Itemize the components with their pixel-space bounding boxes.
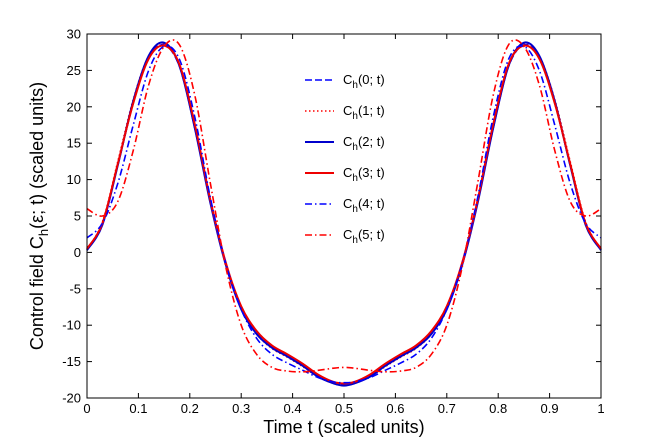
y-tick-label: 5 xyxy=(74,209,81,224)
y-tick-label: 25 xyxy=(67,63,81,78)
y-axis-title-subscript: h xyxy=(36,229,51,236)
x-tick-label: 1 xyxy=(597,401,604,416)
legend-label-5: Ch(5; t) xyxy=(343,227,385,246)
legend-label-1: Ch(1; t) xyxy=(343,103,385,122)
x-tick-label: 0.8 xyxy=(489,401,507,416)
series-line-2 xyxy=(86,41,602,387)
series-line-4 xyxy=(86,45,602,384)
y-tick-label: 30 xyxy=(67,27,81,42)
legend-label-0: Ch(0; t) xyxy=(343,72,385,91)
x-tick-label: 0.1 xyxy=(129,401,147,416)
y-tick-label: -5 xyxy=(69,281,81,296)
y-axis-title-rest: (ε; t) (scaled units) xyxy=(27,82,47,229)
x-axis-title: Time t (scaled units) xyxy=(263,417,424,437)
y-tick-label: -10 xyxy=(62,318,81,333)
series-line-1 xyxy=(86,42,602,386)
y-tick-label: 15 xyxy=(67,136,81,151)
x-tick-label: 0.3 xyxy=(232,401,250,416)
y-tick-label: 20 xyxy=(67,99,81,114)
x-tick-label: 0.6 xyxy=(386,401,404,416)
x-tick-label: 0.2 xyxy=(181,401,199,416)
x-tick-label: 0 xyxy=(83,401,90,416)
y-tick-label: 10 xyxy=(67,172,81,187)
y-tick-label: -15 xyxy=(62,354,81,369)
legend-label-3: Ch(3; t) xyxy=(343,165,385,184)
legend: Ch(0; t) Ch(1; t) Ch(2; t) Ch(3; t) Ch(4; t)… xyxy=(305,72,385,246)
plot-frame xyxy=(86,33,602,399)
x-tick-label: 0.5 xyxy=(335,401,353,416)
legend-label-2: Ch(2; t) xyxy=(343,134,385,153)
x-tick-label: 0.4 xyxy=(284,401,302,416)
axis-ticks: 0 0.1 0.2 0.3 0.4 0.5 0.6 0.7 0.8 0.9 1 -20 -15 -10 -5… xyxy=(62,27,604,417)
y-axis-title-main: Control field C xyxy=(27,236,47,350)
series-line-3 xyxy=(86,44,602,385)
y-tick-label: -20 xyxy=(62,391,81,406)
legend-label-4: Ch(4; t) xyxy=(343,196,385,215)
x-tick-label: 0.9 xyxy=(541,401,559,416)
series-line-0 xyxy=(86,43,602,386)
x-tick-label: 0.7 xyxy=(438,401,456,416)
y-tick-label: 0 xyxy=(74,245,81,260)
plot-curves xyxy=(86,39,602,387)
y-axis-title: Control field Ch(ε; t) (scaled units) xyxy=(27,82,51,350)
